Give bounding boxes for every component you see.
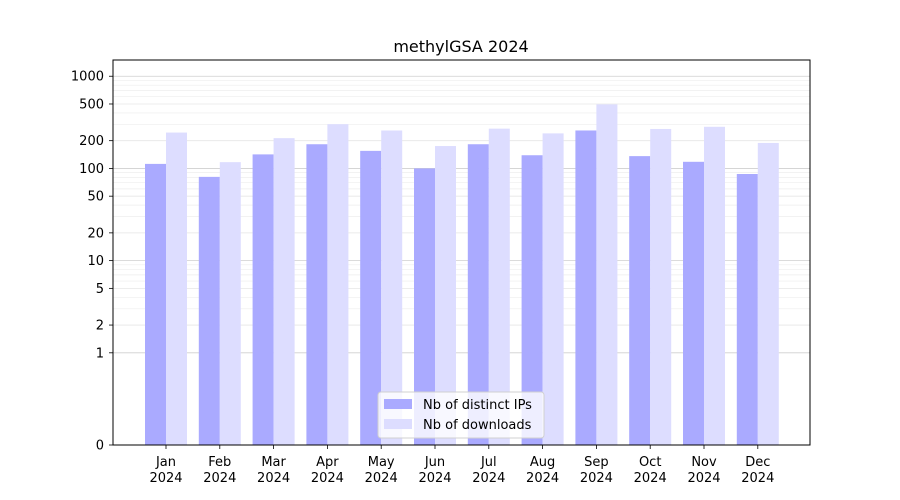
x-tick-label-year: 2024	[149, 471, 182, 486]
bar-downloads	[435, 146, 456, 446]
y-tick-label: 5	[96, 282, 104, 297]
bar-downloads	[166, 132, 187, 445]
bar-downloads	[704, 126, 725, 446]
x-tick-label-year: 2024	[634, 471, 667, 486]
y-tick-label: 2	[96, 319, 104, 334]
x-tick-label-year: 2024	[365, 471, 398, 486]
x-tick-label-month: Nov	[691, 455, 717, 470]
bar-downloads	[219, 162, 241, 445]
x-tick-label-month: Dec	[745, 455, 770, 470]
bars	[145, 104, 779, 446]
legend-swatch	[384, 399, 412, 409]
bar-distinct-ips	[198, 176, 220, 445]
y-tick-label: 50	[87, 190, 104, 205]
bar-distinct-ips	[306, 144, 328, 445]
x-tick-label-month: Jul	[480, 455, 497, 470]
y-tick-label: 0	[96, 439, 104, 454]
bar-downloads	[273, 138, 295, 445]
y-tick-label: 500	[79, 97, 104, 112]
bar-downloads	[757, 142, 779, 445]
bar-distinct-ips	[252, 154, 274, 445]
bar-distinct-ips	[467, 144, 489, 445]
bar-downloads	[327, 124, 349, 445]
x-tick-label-month: Oct	[639, 455, 661, 470]
x-tick-label-year: 2024	[418, 471, 451, 486]
x-tick-label-year: 2024	[311, 471, 344, 486]
chart-title: methylGSA 2024	[393, 37, 528, 56]
x-tick-label-month: Jun	[424, 455, 445, 470]
x-tick-label-month: Feb	[208, 455, 231, 470]
bar-distinct-ips	[414, 168, 435, 445]
bar-distinct-ips	[145, 163, 166, 445]
y-tick-label: 1	[96, 346, 104, 361]
bar-distinct-ips	[629, 156, 651, 445]
bar-downloads	[596, 104, 618, 445]
axes: Jan2024Feb2024Mar2024Apr2024May2024Jun20…	[71, 59, 811, 486]
legend-swatch	[384, 419, 412, 429]
bar-distinct-ips	[736, 174, 758, 445]
bar-downloads	[542, 133, 564, 445]
x-tick-label-year: 2024	[257, 471, 290, 486]
bar-distinct-ips	[683, 161, 704, 445]
x-tick-label-month: Aug	[530, 455, 555, 470]
legend-label: Nb of distinct IPs	[423, 398, 532, 413]
y-tick-label: 200	[79, 134, 104, 149]
x-tick-label-month: Jan	[155, 455, 176, 470]
plot-frame	[112, 59, 811, 446]
bar-distinct-ips	[521, 155, 543, 445]
x-tick-label-month: Mar	[261, 455, 286, 470]
x-tick-label-month: May	[368, 455, 395, 470]
y-tick-label: 1000	[71, 70, 104, 85]
bar-downloads	[650, 128, 672, 445]
legend-label: Nb of downloads	[423, 418, 532, 433]
bar-distinct-ips	[360, 150, 382, 445]
x-tick-label-year: 2024	[741, 471, 774, 486]
y-tick-label: 10	[87, 254, 104, 269]
legend: Nb of distinct IPs Nb of downloads	[377, 391, 545, 439]
x-tick-label-year: 2024	[687, 471, 720, 486]
x-tick-label-month: Apr	[316, 455, 339, 470]
x-tick-label-year: 2024	[580, 471, 613, 486]
x-tick-label-year: 2024	[472, 471, 505, 486]
bar-downloads	[488, 128, 510, 445]
y-tick-label: 20	[87, 226, 104, 241]
bar-distinct-ips	[575, 130, 597, 445]
legend-box	[377, 391, 545, 439]
x-tick-label-year: 2024	[526, 471, 559, 486]
y-tick-label: 100	[79, 162, 104, 177]
bar-downloads	[381, 130, 403, 445]
x-tick-label-month: Sep	[584, 455, 609, 470]
x-tick-label-year: 2024	[203, 471, 236, 486]
